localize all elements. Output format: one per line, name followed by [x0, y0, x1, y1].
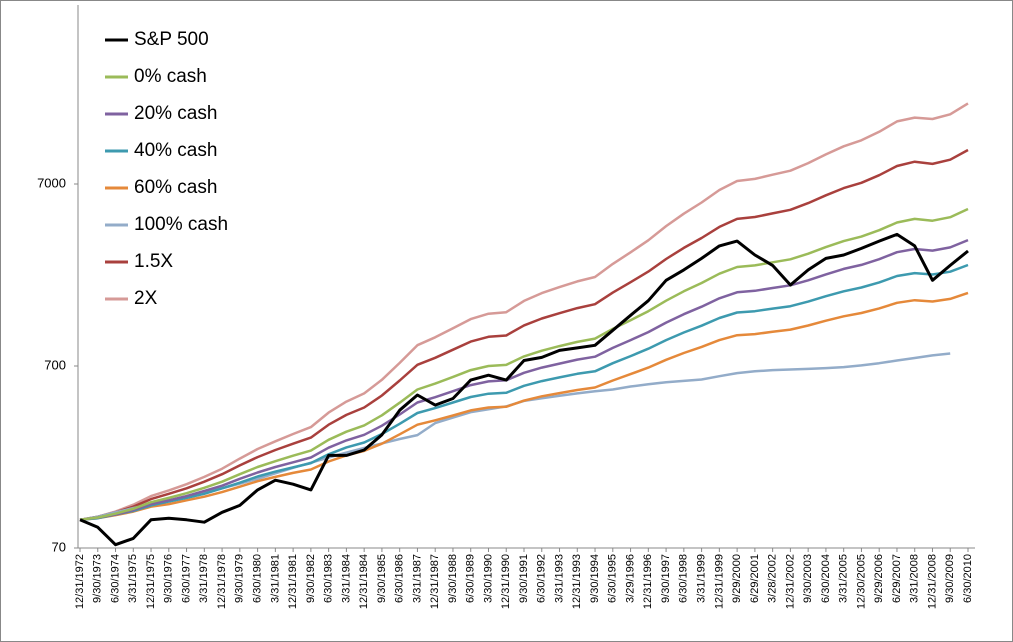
- x-tick-label: 3/30/1990: [482, 554, 494, 603]
- x-tick-label: 3/31/2008: [909, 554, 921, 603]
- x-tick-label: 6/29/2001: [749, 554, 761, 603]
- x-tick-label: 12/31/1972: [74, 554, 86, 609]
- x-tick-label: 9/30/1997: [660, 554, 672, 603]
- x-tick-label: 3/31/1993: [553, 554, 565, 603]
- x-tick-label: 9/30/1988: [447, 554, 459, 603]
- legend-label: 20% cash: [134, 103, 217, 124]
- legend-label: 0% cash: [134, 66, 207, 87]
- x-tick-label: 9/29/2000: [731, 554, 743, 603]
- x-tick-label: 12/31/1996: [642, 554, 654, 609]
- x-tick-label: 9/30/1973: [92, 554, 104, 603]
- x-tick-label: 3/29/1996: [624, 554, 636, 603]
- x-tick-label: 12/31/1990: [500, 554, 512, 609]
- x-tick-label: 3/31/2005: [838, 554, 850, 603]
- x-tick-label: 9/30/2009: [944, 554, 956, 603]
- x-tick-label: 6/30/2010: [962, 554, 974, 603]
- x-tick-label: 9/30/1994: [589, 554, 601, 603]
- x-tick-label: 12/31/1984: [358, 554, 370, 609]
- series-line: [79, 232, 969, 547]
- x-tick-label: 6/30/1986: [394, 554, 406, 603]
- x-tick-label: 3/31/1984: [340, 554, 352, 603]
- x-tick-label: 12/31/1975: [145, 554, 157, 609]
- legend-label: 1.5X: [134, 251, 173, 272]
- series-line: [79, 291, 969, 522]
- series-line: [79, 207, 969, 522]
- x-tick-label: 3/28/2002: [767, 554, 779, 603]
- legend-label: 40% cash: [134, 140, 217, 161]
- x-tick-label: 3/31/1978: [198, 554, 210, 603]
- x-tick-label: 12/31/2008: [926, 554, 938, 609]
- series-line: [79, 263, 969, 522]
- y-tick-label: 700: [44, 357, 66, 372]
- x-tick-label: 6/30/1977: [180, 554, 192, 603]
- x-tick-label: 6/30/1998: [678, 554, 690, 603]
- x-tick-label: 12/31/1981: [287, 554, 299, 609]
- series-line: [79, 238, 969, 522]
- x-tick-label: 9/30/1976: [163, 554, 175, 603]
- x-tick-label: 9/29/2006: [873, 554, 885, 603]
- x-tick-label: 3/31/1975: [127, 554, 139, 603]
- x-tick-label: 9/30/1979: [234, 554, 246, 603]
- legend-label: 100% cash: [134, 214, 228, 235]
- x-tick-label: 9/30/2003: [802, 554, 814, 603]
- x-tick-label: 12/30/2005: [855, 554, 867, 609]
- x-tick-label: 6/30/1995: [607, 554, 619, 603]
- legend-label: 2X: [134, 288, 158, 309]
- x-tick-label: 6/29/2007: [891, 554, 903, 603]
- x-tick-label: 6/30/1983: [323, 554, 335, 603]
- legend-label: S&P 500: [134, 29, 209, 50]
- x-tick-label: 9/30/1991: [518, 554, 530, 603]
- x-tick-label: 12/31/1987: [429, 554, 441, 609]
- series-line: [79, 102, 969, 522]
- x-tick-label: 3/31/1981: [269, 554, 281, 603]
- legend-label: 60% cash: [134, 177, 217, 198]
- x-tick-label: 6/30/1974: [109, 554, 121, 603]
- x-tick-label: 6/30/2004: [820, 554, 832, 603]
- y-tick-label: 70: [52, 539, 66, 554]
- x-tick-label: 9/30/1985: [376, 554, 388, 603]
- x-tick-label: 3/31/1987: [411, 554, 423, 603]
- x-tick-label: 12/31/2002: [784, 554, 796, 609]
- x-tick-label: 6/30/1980: [252, 554, 264, 603]
- x-tick-label: 9/30/1982: [305, 554, 317, 603]
- x-tick-label: 3/31/1999: [696, 554, 708, 603]
- x-tick-label: 12/31/1993: [571, 554, 583, 609]
- y-tick-label: 7000: [37, 175, 66, 190]
- x-tick-label: 12/31/1999: [713, 554, 725, 609]
- series-line: [79, 148, 969, 522]
- x-tick-label: 6/30/1992: [536, 554, 548, 603]
- x-tick-label: 12/31/1978: [216, 554, 228, 609]
- x-tick-label: 6/30/1989: [465, 554, 477, 603]
